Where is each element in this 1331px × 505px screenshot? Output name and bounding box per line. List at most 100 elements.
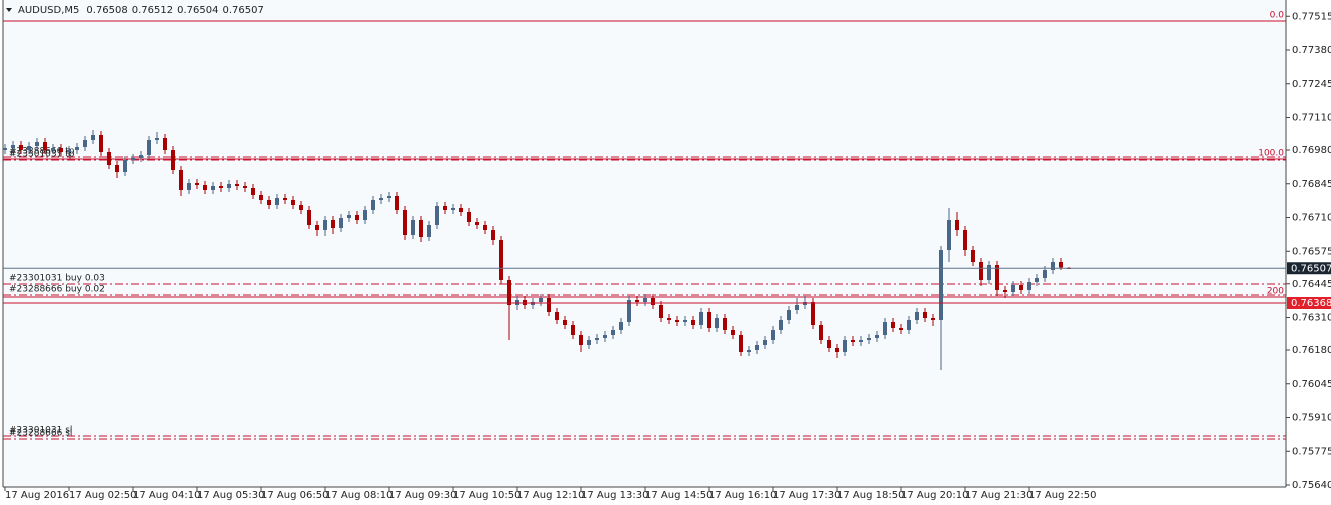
candle-body xyxy=(19,145,23,150)
candle-body xyxy=(235,184,239,186)
candle-body xyxy=(963,230,967,250)
candle-body xyxy=(771,330,775,340)
candle-body xyxy=(195,183,199,185)
candle-body xyxy=(971,250,975,262)
candle-body xyxy=(83,140,87,147)
candle-body xyxy=(539,298,543,302)
candle-body xyxy=(819,325,823,340)
candle-body xyxy=(283,198,287,200)
candle-body xyxy=(3,148,7,150)
candle-body xyxy=(475,222,479,225)
candle-body xyxy=(411,220,415,235)
order-label: #23288666 sl xyxy=(9,429,72,439)
x-tick-label: 17 Aug 08:10 xyxy=(325,490,392,501)
x-tick-label: 17 Aug 21:30 xyxy=(965,490,1032,501)
candle-body xyxy=(555,312,559,320)
candle-body xyxy=(787,310,791,320)
open-value: 0.76508 xyxy=(86,5,127,16)
candle-body xyxy=(643,298,647,302)
order-label: #23301031 sl xyxy=(9,426,72,436)
candle-body xyxy=(187,183,191,190)
candle-body xyxy=(267,200,271,205)
close-value: 0.76507 xyxy=(222,5,263,16)
candle-body xyxy=(747,350,751,352)
candle-body xyxy=(947,220,951,250)
candle-body xyxy=(939,250,943,320)
candle-body xyxy=(35,142,39,146)
y-tick-label: 0.77245 xyxy=(1292,79,1331,90)
y-tick-label: 0.77380 xyxy=(1292,45,1331,56)
candle-body xyxy=(691,320,695,325)
candle-body xyxy=(859,340,863,342)
y-tick-label: 0.76575 xyxy=(1292,246,1331,257)
x-tick-label: 17 Aug 14:50 xyxy=(645,490,712,501)
candle-body xyxy=(379,198,383,200)
candle-body xyxy=(795,305,799,310)
price-tag xyxy=(1287,262,1331,275)
candle-body xyxy=(43,142,47,150)
candle-body xyxy=(427,225,431,237)
candle-body xyxy=(203,185,207,190)
y-tick-label: 0.76045 xyxy=(1292,379,1331,390)
candle-body xyxy=(315,225,319,230)
header: AUDUSD,M5 0.76508 0.76512 0.76504 0.76507 xyxy=(18,5,264,16)
y-tick-label: 0.76710 xyxy=(1292,213,1331,224)
y-tick-label: 0.77110 xyxy=(1292,113,1331,124)
candle-body xyxy=(915,312,919,320)
candle-body xyxy=(707,312,711,328)
candle-body xyxy=(227,184,231,188)
y-tick-label: 0.77515 xyxy=(1292,11,1331,22)
candle-body xyxy=(595,338,599,340)
candle-body xyxy=(875,335,879,338)
candle-body xyxy=(891,322,895,328)
candle-body xyxy=(635,300,639,302)
candle-body xyxy=(419,220,423,237)
x-tick-label: 17 Aug 16:10 xyxy=(709,490,776,501)
candle-body xyxy=(931,318,935,320)
candle-body xyxy=(275,198,279,205)
candle-body xyxy=(491,230,495,240)
candle-body xyxy=(1003,290,1007,292)
candle-body xyxy=(67,150,71,152)
x-tick-label: 17 Aug 17:30 xyxy=(773,490,840,501)
candle-body xyxy=(387,196,391,198)
candle-body xyxy=(1019,285,1023,290)
candle-body xyxy=(995,265,999,290)
candle-body xyxy=(123,160,127,172)
candle-body xyxy=(307,210,311,225)
candle-body xyxy=(147,140,151,155)
candle-body xyxy=(483,225,487,230)
candle-body xyxy=(211,186,215,190)
menu-arrow xyxy=(6,8,12,12)
x-tick-label: 17 Aug 10:50 xyxy=(453,490,520,501)
candle-body xyxy=(115,165,119,172)
candle-body xyxy=(51,148,55,150)
candle-body xyxy=(979,262,983,280)
candle-body xyxy=(611,330,615,335)
candle-body xyxy=(91,135,95,140)
candle-body xyxy=(131,158,135,160)
y-tick-label: 0.76180 xyxy=(1292,345,1331,356)
candle-body xyxy=(835,348,839,352)
candle-body xyxy=(651,298,655,305)
low-value: 0.76504 xyxy=(177,5,218,16)
candle-body xyxy=(987,265,991,280)
y-tick-label: 0.76445 xyxy=(1292,279,1331,290)
candle-body xyxy=(899,328,903,330)
candle-body xyxy=(1059,262,1063,268)
candle-body xyxy=(99,135,103,152)
candle-body xyxy=(627,300,631,322)
candle-body xyxy=(755,345,759,350)
candle-body xyxy=(883,322,887,335)
candle-body xyxy=(1011,285,1015,292)
candle-body xyxy=(683,320,687,322)
x-tick-label: 17 Aug 02:50 xyxy=(69,490,136,501)
candle-body xyxy=(1051,262,1055,270)
fib-label: 200 xyxy=(1267,287,1284,297)
plot-area xyxy=(3,0,1286,487)
order-label: #23301031 tp xyxy=(9,150,75,160)
order-label: #23301031 buy 0.03 xyxy=(9,274,105,284)
candle-body xyxy=(467,212,471,222)
candle-body xyxy=(403,210,407,235)
